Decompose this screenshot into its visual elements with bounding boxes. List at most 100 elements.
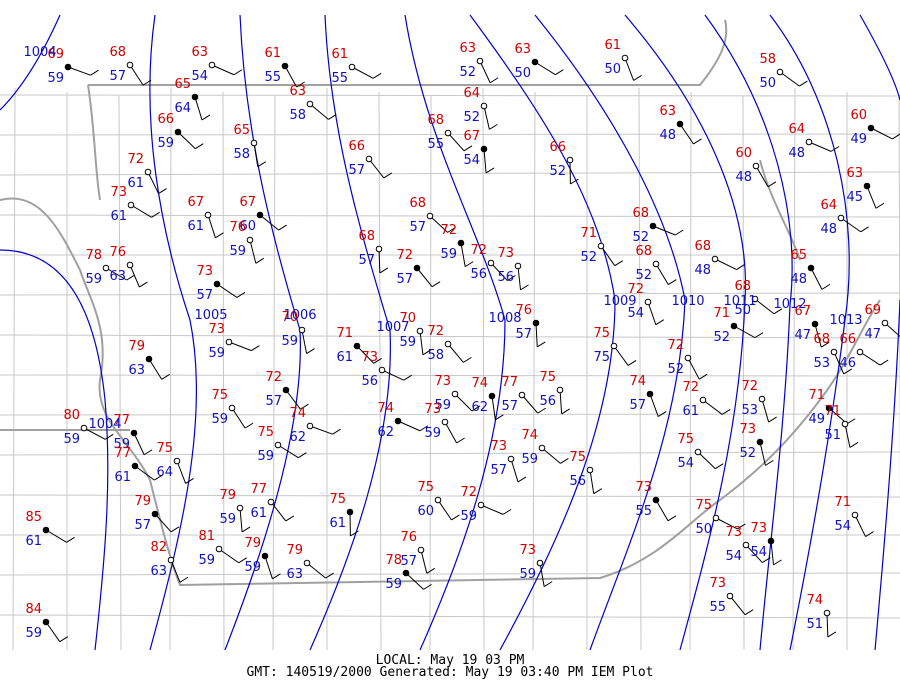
station-dot [42,526,50,534]
wind-shaft [655,263,669,285]
station: 72 61 [682,380,731,419]
temperature: 73 [750,521,767,536]
temperature: 79 [128,339,145,354]
dewpoint: 59 [219,512,236,527]
dewpoint: 54 [834,519,851,534]
wind-barb [139,281,148,288]
temperature: 77 [113,413,130,428]
station: 73 59 [434,374,481,413]
station-dot [649,222,657,230]
dewpoint: 57 [396,272,413,287]
wind-shaft [211,64,235,76]
wind-barb [332,428,341,435]
dewpoint: 58 [233,147,250,162]
temperature: 72 [427,324,444,339]
station: 71 52 [713,306,764,345]
station: 68 53 [813,332,853,375]
station: 68 57 [109,45,152,86]
station: 75 59 [257,425,307,464]
wind-barb [471,405,481,412]
dewpoint: 59 [257,449,274,464]
station-dot [644,298,652,306]
wind-shaft [176,460,187,484]
wind-shaft [270,501,287,522]
dewpoint: 59 [424,426,441,441]
wind-barb [693,138,702,145]
wind-shaft [844,423,851,448]
station: 73 59 [208,322,260,361]
wind-barb [403,374,413,381]
temperature: 71 [808,388,825,403]
dewpoint: 63 [109,269,126,284]
wind-shaft [479,60,491,83]
temperature: 76 [515,303,532,318]
wind-barb [614,260,624,267]
station: 63 48 [659,104,702,145]
station-dot [712,514,720,522]
wind-barb [185,477,194,484]
station-dot [457,239,465,247]
dewpoint: 61 [110,209,127,224]
dewpoint: 59 [385,577,402,592]
wind-barb [536,341,546,348]
dewpoint: 59 [244,560,261,575]
station-dot [756,438,764,446]
wind-barb [298,452,307,459]
temperature: 73 [361,350,378,365]
wind-barb [821,283,831,290]
wind-barb [879,359,889,366]
station-dot [80,424,88,432]
wind-barb [251,345,260,352]
station-dot [694,448,702,456]
wind-shaft [170,559,181,583]
temperature: 68 [109,45,126,60]
station-dot [126,61,134,69]
wind-shaft [649,393,659,417]
dewpoint: 59 [157,136,174,151]
temperature: 68 [409,196,426,211]
isobar-label: 1010 [671,294,704,309]
wind-barb [422,349,432,356]
temperature: 78 [385,553,402,568]
temperature: 75 [593,326,610,341]
dewpoint: 59 [519,567,536,582]
temperature: 72 [667,338,684,353]
wind-shaft [105,267,128,281]
wind-barb [143,449,153,456]
wind-shaft [589,469,595,494]
temperature: 71 [336,326,353,341]
county-line [0,494,900,498]
temperature: 65 [174,77,191,92]
wind-shaft [231,407,246,429]
wind-shaft [45,621,61,642]
station: 74 62 [471,376,504,421]
temperature: 68 [734,279,751,294]
isobar [874,299,900,651]
station: 73 57 [490,439,527,483]
temperature: 68 [635,244,652,259]
temperature: 73 [497,246,514,261]
station: 61 55 [331,47,382,86]
station-dot [365,155,373,163]
dewpoint: 50 [734,303,751,318]
station-dot [767,537,775,545]
isobar [769,14,850,651]
wind-shaft [859,351,881,366]
wind-barb [255,257,265,264]
wind-shaft [808,141,832,152]
station-dot [518,391,526,399]
station-dot [841,420,849,428]
temperature: 71 [824,404,841,419]
wind-shaft [866,185,877,209]
dewpoint: 60 [239,219,256,234]
station: 73 55 [709,576,754,616]
dewpoint: 75 [593,350,610,365]
wind-shaft [154,513,172,533]
wind-barb [875,202,885,209]
station-dot [394,417,402,425]
station-dot [610,342,618,350]
dewpoint: 48 [790,272,807,287]
wind-shaft [309,103,329,120]
dewpoint: 59 [434,398,451,413]
wind-shaft [483,105,490,130]
